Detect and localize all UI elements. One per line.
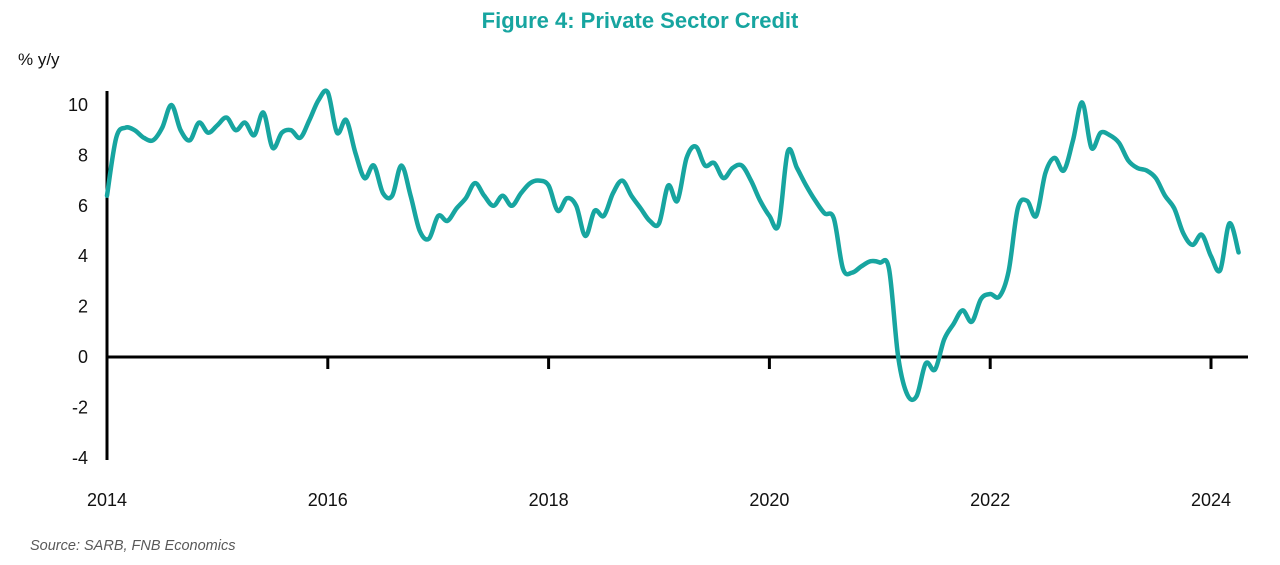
x-tick-label: 2022 xyxy=(970,490,1010,510)
x-tick-label: 2024 xyxy=(1191,490,1231,510)
chart-title: Figure 4: Private Sector Credit xyxy=(481,8,799,33)
y-axis-unit-label: % y/y xyxy=(18,50,60,69)
x-tick-label: 2020 xyxy=(749,490,789,510)
x-tick-label: 2014 xyxy=(87,490,127,510)
y-tick-label: 2 xyxy=(78,297,88,317)
credit-growth-line xyxy=(104,88,1241,403)
source-note: Source: SARB, FNB Economics xyxy=(30,538,236,554)
y-tick-label: 10 xyxy=(68,95,88,115)
y-tick-label: 0 xyxy=(78,347,88,367)
y-tick-label: -2 xyxy=(72,397,88,417)
y-tick-label: 8 xyxy=(78,145,88,165)
y-tick-label: -4 xyxy=(72,448,88,468)
x-tick-label: 2018 xyxy=(529,490,569,510)
x-tick-label: 2016 xyxy=(308,490,348,510)
y-tick-label: 4 xyxy=(78,246,88,266)
y-tick-label: 6 xyxy=(78,196,88,216)
